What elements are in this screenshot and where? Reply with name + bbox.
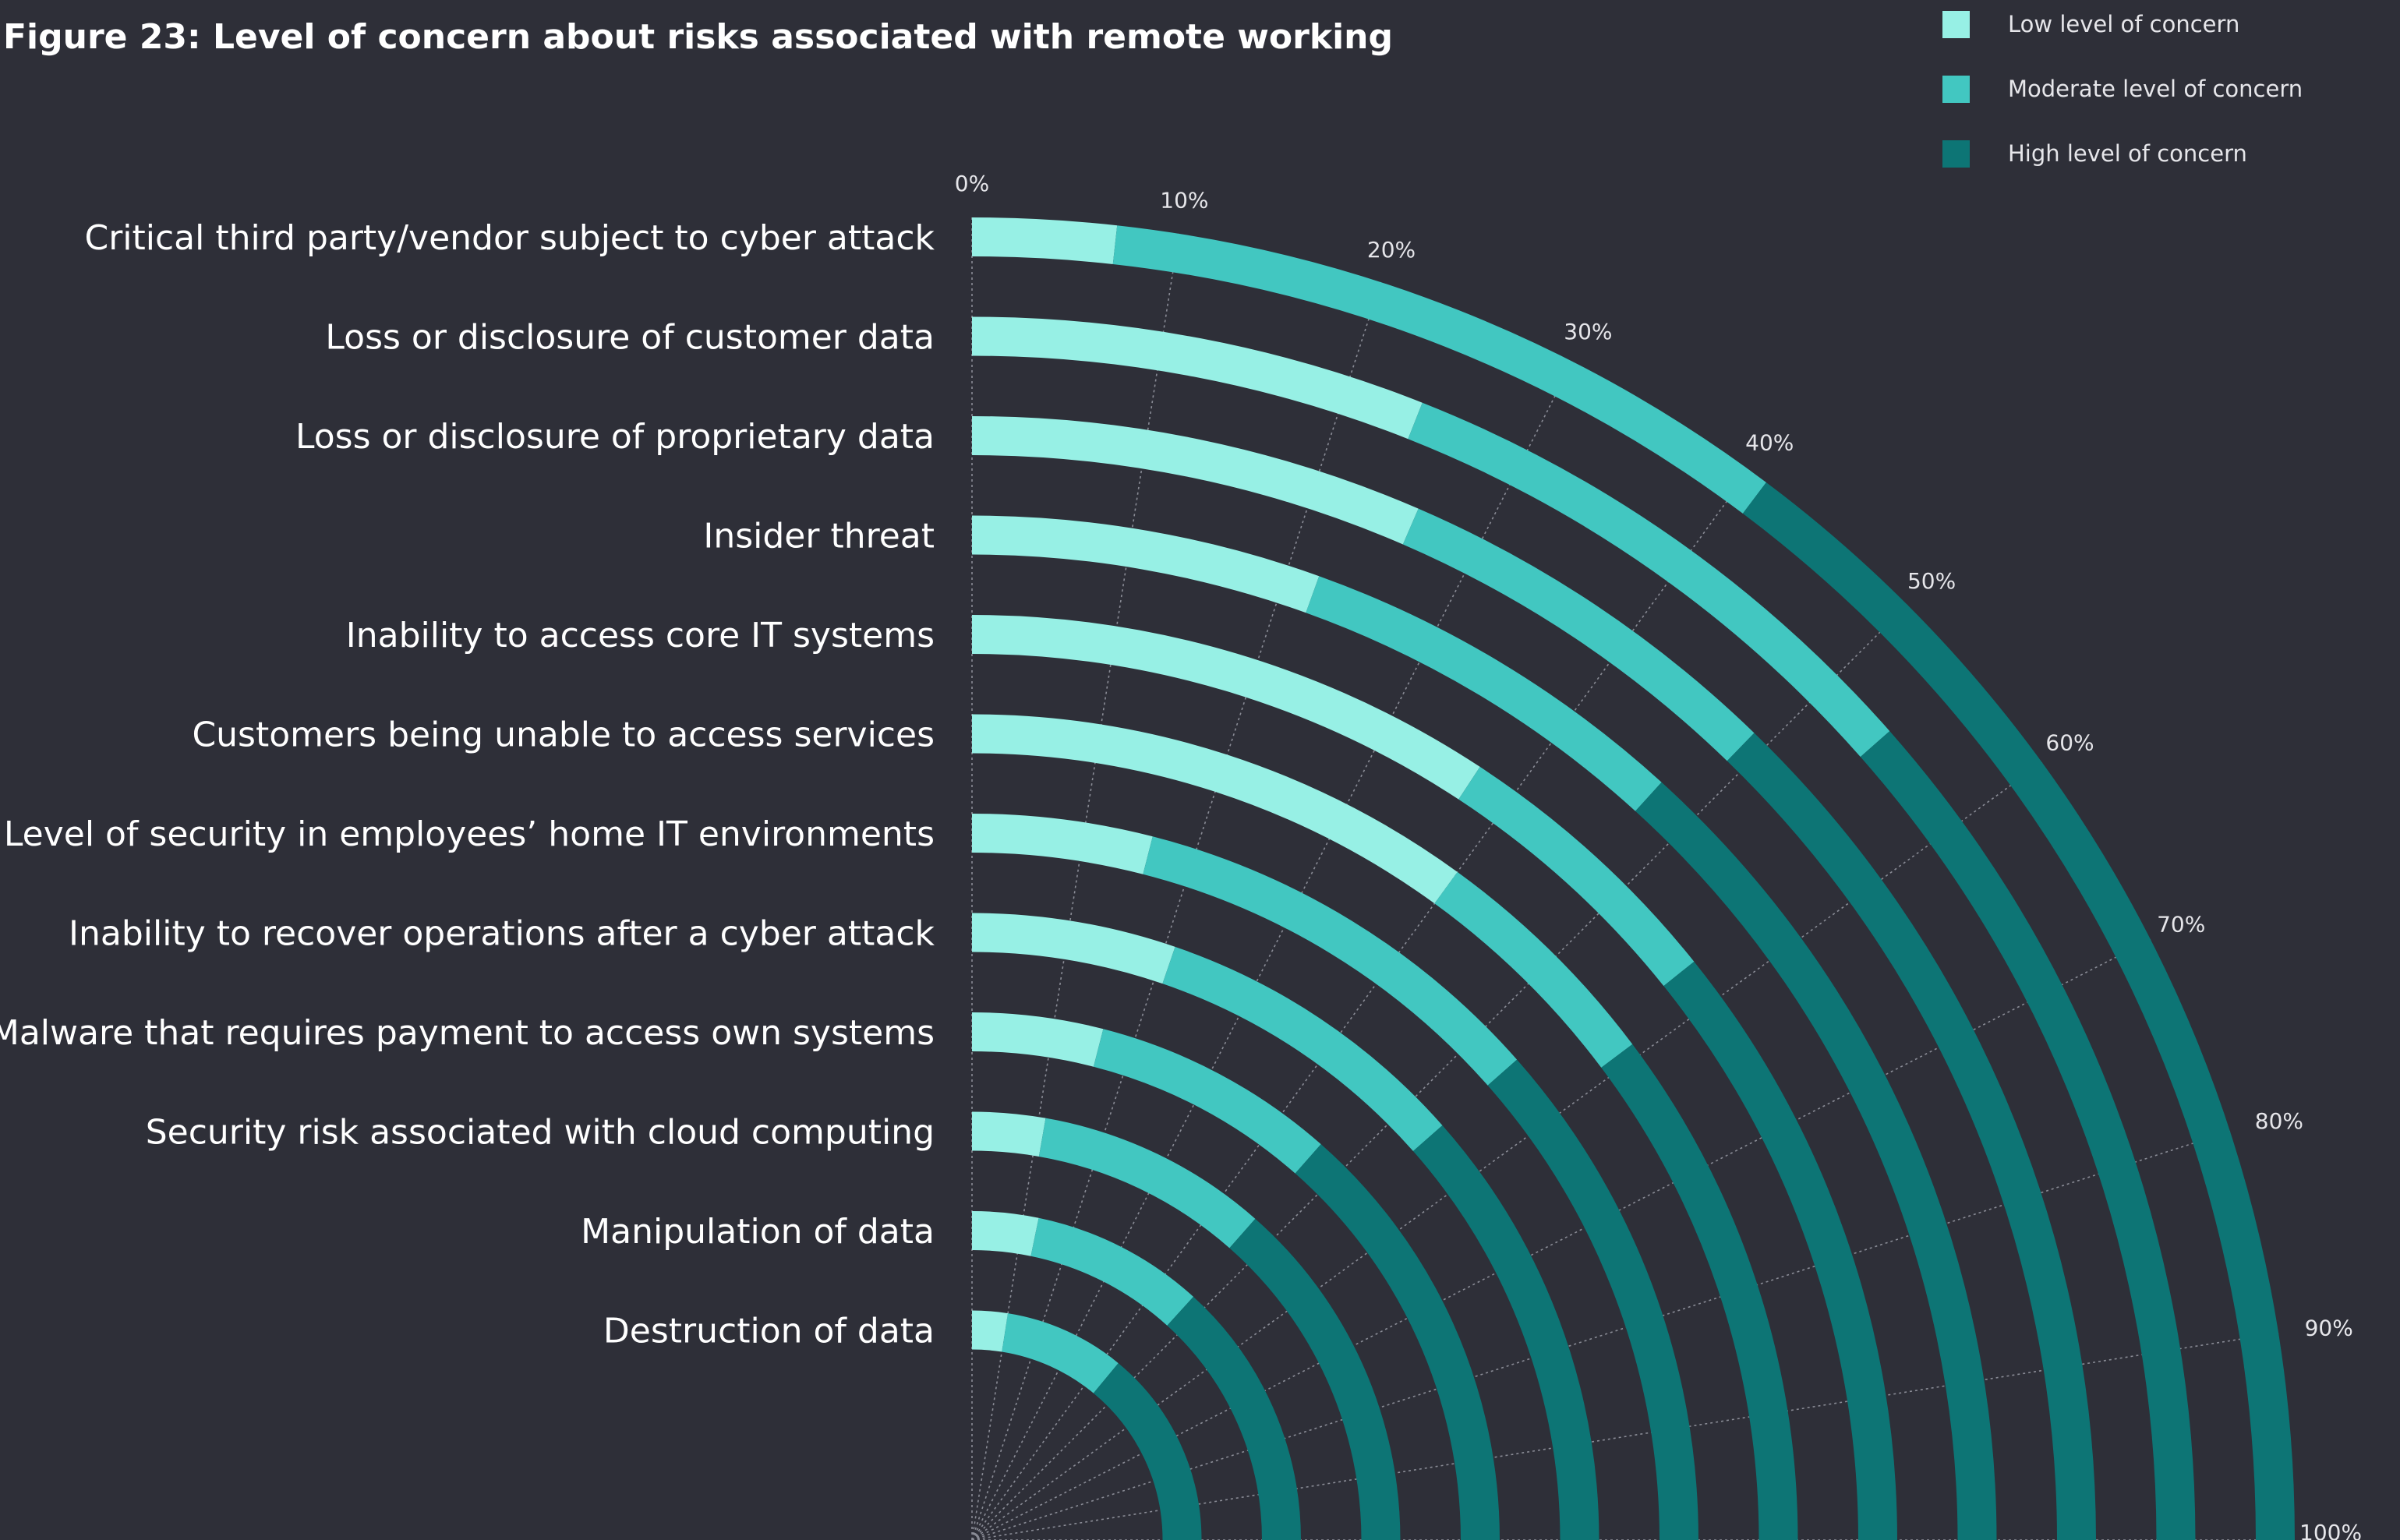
category-label: Inability to recover operations after a … — [69, 914, 935, 954]
arc-segment — [1106, 1378, 1182, 1540]
category-label: Customers being unable to access service… — [192, 715, 935, 755]
category-label: Loss or disclosure of customer data — [325, 318, 935, 358]
category-label: Manipulation of data — [581, 1212, 935, 1252]
legend-swatch — [1942, 140, 1970, 168]
tick-label: 40% — [1745, 430, 1794, 456]
legend-label: Moderate level of concern — [2008, 76, 2303, 102]
tick-label: 30% — [1564, 319, 1612, 344]
category-label: Critical third party/vendor subject to c… — [84, 218, 935, 258]
tick-label: 20% — [1367, 237, 1416, 263]
legend-swatch — [1942, 76, 1970, 103]
tick-label: 50% — [1907, 568, 1956, 594]
arc-segment — [972, 237, 1115, 245]
category-label: Loss or disclosure of proprietary data — [295, 417, 935, 457]
tick-label: 10% — [1160, 187, 1208, 213]
arc-segment — [972, 1032, 1098, 1047]
tick-label: 80% — [2255, 1108, 2303, 1134]
arc-segment — [1035, 1237, 1181, 1311]
category-label: Destruction of data — [603, 1312, 935, 1351]
tick-label: 90% — [2305, 1316, 2353, 1341]
category-label: Level of security in employees’ home IT … — [4, 814, 935, 854]
arc-segment — [1875, 744, 2176, 1540]
chart-title: Figure 23: Level of concern about risks … — [3, 17, 1393, 57]
legend-label: Low level of concern — [2008, 11, 2239, 37]
arc-segment — [972, 436, 1411, 527]
tick-label: 0% — [955, 171, 989, 196]
arc-segment — [972, 337, 1416, 421]
tick-label: 60% — [2045, 730, 2094, 756]
arc-segment — [972, 1132, 1042, 1138]
arc-segment — [972, 933, 1168, 966]
category-label: Inability to access core IT systems — [346, 616, 935, 655]
category-labels: Critical third party/vendor subject to c… — [0, 218, 935, 1351]
category-label: Insider threat — [703, 517, 935, 556]
legend-label: High level of concern — [2008, 140, 2247, 167]
arc-segment — [972, 1231, 1035, 1237]
arc-segment — [1042, 1137, 1242, 1233]
tick-label: 100% — [2299, 1520, 2362, 1540]
legend-swatch — [1942, 11, 1970, 38]
arc-segment — [972, 1330, 1005, 1333]
arc-segment — [972, 833, 1148, 856]
arc-segment — [1005, 1333, 1106, 1379]
legend: Low level of concern Moderate level of co… — [1942, 11, 2303, 168]
tick-label: 70% — [2157, 912, 2205, 938]
arc-segment — [972, 535, 1313, 595]
chart-arcs — [972, 237, 2275, 1540]
category-label: Malware that requires payment to access … — [0, 1013, 935, 1053]
category-label: Security risk associated with cloud comp… — [146, 1113, 935, 1153]
